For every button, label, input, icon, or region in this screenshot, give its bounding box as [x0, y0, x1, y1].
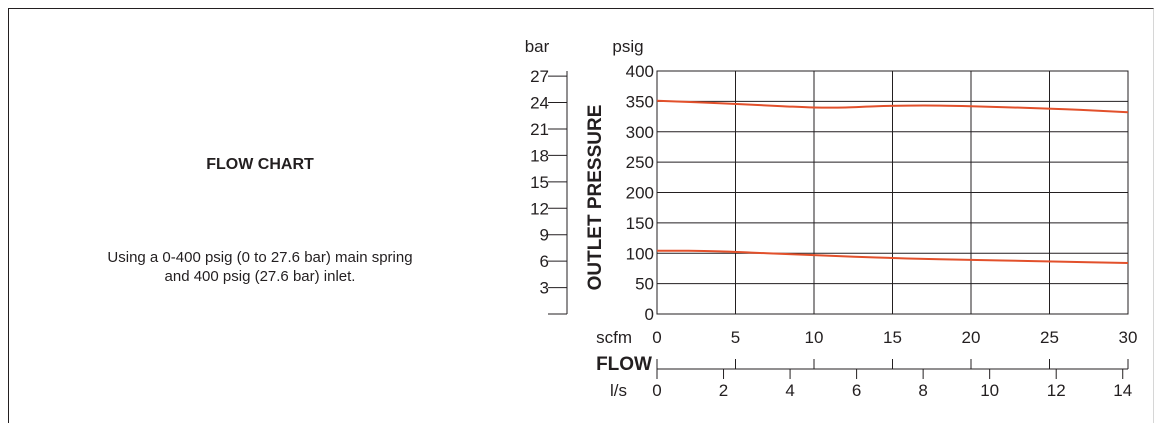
- y-tick-label-psig: 50: [635, 275, 654, 294]
- y-tick-label-bar: 21: [530, 120, 549, 139]
- y-unit-bar: bar: [525, 37, 550, 56]
- x-tick-label-lps: 8: [918, 381, 927, 400]
- series-line-1: [656, 99, 1129, 114]
- chart-axes: [548, 70, 1129, 379]
- y-tick-label-psig: 400: [626, 62, 654, 81]
- y-tick-label-bar: 18: [530, 146, 549, 165]
- y-tick-label-bar: 6: [540, 252, 549, 271]
- y-axis-title: OUTLET PRESSURE: [585, 105, 606, 291]
- y-tick-label-bar: 12: [530, 199, 549, 218]
- chart-description: Using a 0-400 psig (0 to 27.6 bar) main …: [10, 248, 510, 286]
- y-tick-label-psig: 0: [645, 305, 654, 324]
- chart-description-line-2: and 400 psig (27.6 bar) inlet.: [164, 268, 356, 285]
- x-tick-label-scfm: 15: [883, 328, 902, 347]
- x-tick-label-scfm: 5: [731, 328, 740, 347]
- x-tick-label-lps: 2: [719, 381, 728, 400]
- chart-caption-panel: FLOW CHART Using a 0-400 psig (0 to 27.6…: [10, 0, 510, 423]
- chart-title: FLOW CHART: [206, 156, 314, 173]
- y-tick-label-psig: 200: [626, 184, 654, 203]
- chart-description-line-1: Using a 0-400 psig (0 to 27.6 bar) main …: [107, 249, 413, 266]
- x-tick-label-scfm: 10: [805, 328, 824, 347]
- x-tick-label-scfm: 20: [962, 328, 981, 347]
- x-tick-label-lps: 4: [785, 381, 794, 400]
- y-unit-psig: psig: [612, 37, 643, 56]
- x-tick-label-scfm: 30: [1119, 328, 1138, 347]
- chart-series: [656, 99, 1129, 264]
- y-tick-label-psig: 350: [626, 92, 654, 111]
- series-line-2: [656, 249, 1129, 264]
- chart-grid: [657, 70, 1129, 314]
- x-unit-scfm: scfm: [596, 328, 632, 347]
- x-tick-label-scfm: 0: [652, 328, 661, 347]
- x-tick-label-lps: 6: [852, 381, 861, 400]
- x-axis-title: FLOW: [596, 354, 652, 375]
- y-tick-label-psig: 150: [626, 214, 654, 233]
- x-unit-lps: l/s: [610, 381, 627, 400]
- x-tick-label-lps: 14: [1113, 381, 1132, 400]
- y-tick-label-psig: 300: [626, 123, 654, 142]
- y-tick-label-bar: 9: [540, 226, 549, 245]
- y-tick-label-bar: 15: [530, 173, 549, 192]
- y-tick-label-psig: 100: [626, 244, 654, 263]
- y-tick-label-psig: 250: [626, 153, 654, 172]
- x-tick-label-lps: 0: [652, 381, 661, 400]
- x-tick-label-lps: 12: [1047, 381, 1066, 400]
- x-tick-label-lps: 10: [980, 381, 999, 400]
- y-tick-label-bar: 24: [530, 94, 549, 113]
- y-tick-label-bar: 27: [530, 67, 549, 86]
- x-tick-label-scfm: 25: [1040, 328, 1059, 347]
- plot-area-border: [656, 70, 1129, 315]
- y-tick-label-bar: 3: [540, 279, 549, 298]
